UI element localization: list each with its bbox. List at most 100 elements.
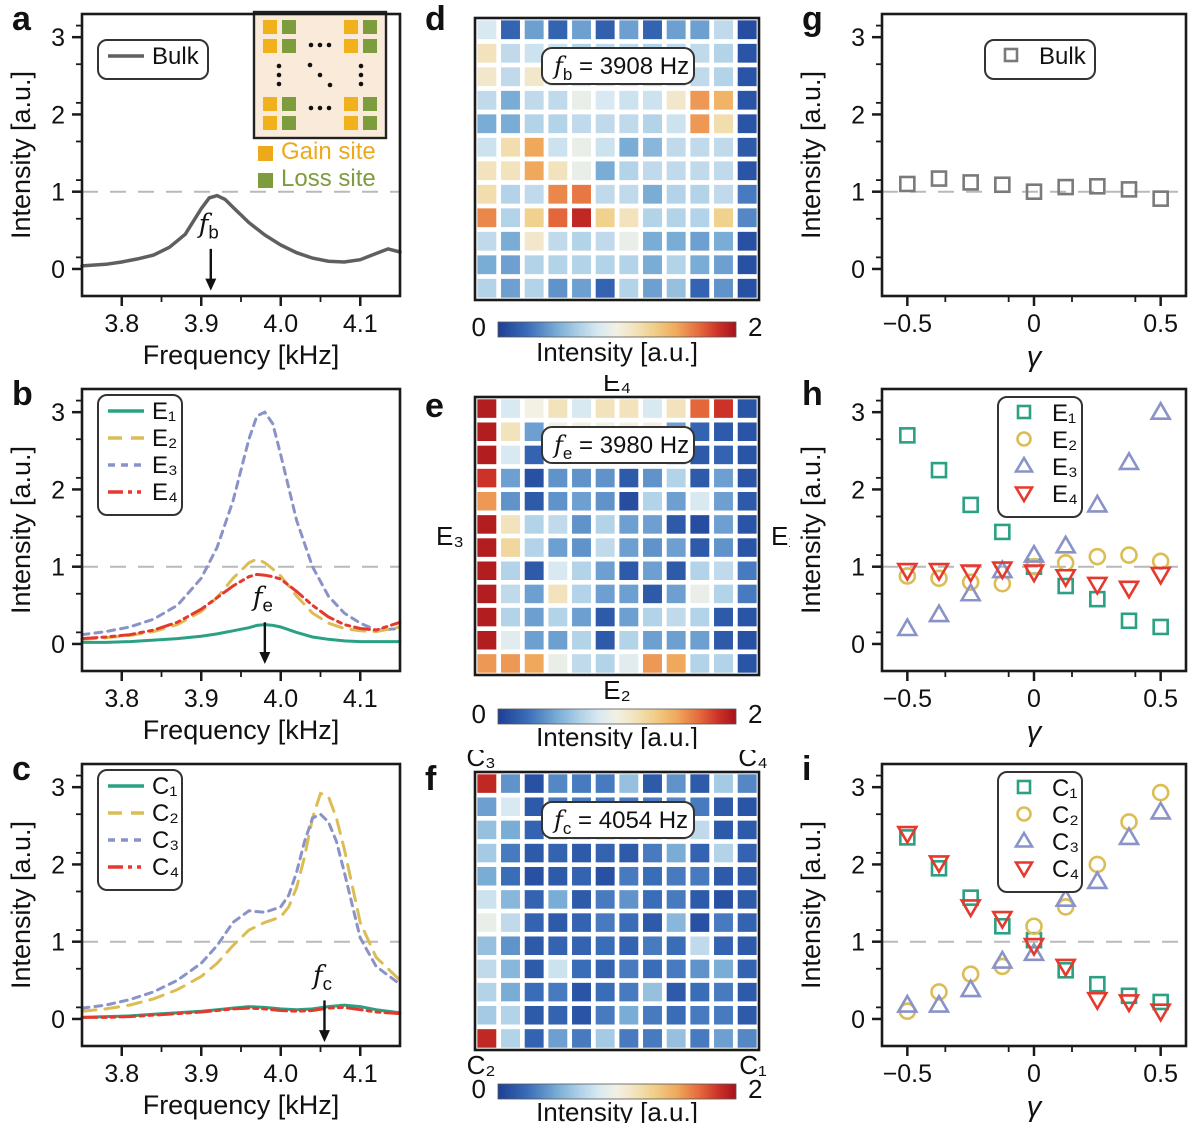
series-C2 [80, 791, 402, 1013]
svg-text:−0.5: −0.5 [883, 685, 932, 713]
panel-letter-d: d [425, 0, 446, 38]
series-group [80, 193, 402, 268]
svg-text:C₃: C₃ [152, 827, 179, 854]
svg-text:E₄: E₄ [152, 479, 178, 506]
svg-text:2: 2 [851, 851, 865, 879]
series-E1 [80, 623, 402, 644]
svg-text:3.8: 3.8 [104, 685, 139, 713]
x-axis-label: Frequency [kHz] [143, 715, 340, 745]
edge-labels: E₄ E₂ E₃ E₁ [436, 375, 790, 705]
colorbar: 0 2 Intensity [a.u.] [472, 312, 763, 367]
svg-text:1: 1 [51, 179, 65, 207]
svg-text:E₂: E₂ [1052, 427, 1077, 454]
svg-text:fe = 3980 Hz: fe = 3980 Hz [552, 431, 689, 463]
svg-text:0: 0 [1027, 1060, 1041, 1088]
axes: 3.8 3.9 4.0 4.1 0 1 2 3 Frequency [kHz] Intensity… [6, 774, 378, 1120]
y-axis-label: Intensity [a.u.] [796, 71, 826, 239]
svg-text:3: 3 [51, 399, 65, 427]
svg-text:3: 3 [51, 24, 65, 52]
panel-letter-e: e [425, 387, 444, 425]
y-axis-label: Intensity [a.u.] [796, 446, 826, 614]
svg-text:0.5: 0.5 [1143, 310, 1178, 338]
svg-text:E₄: E₄ [1052, 481, 1078, 508]
svg-text:0: 0 [472, 312, 486, 342]
x-axis-label: Frequency [kHz] [143, 340, 340, 370]
colorbar: 0 2 Intensity [a.u.] [472, 1074, 763, 1123]
x-axis-label: γ [1027, 716, 1043, 748]
axes: 3.8 3.9 4.0 4.1 0 1 2 3 Frequency [kHz] Intensity… [6, 399, 378, 745]
svg-text:0: 0 [472, 699, 486, 729]
svg-text:fc = 4054 Hz: fc = 4054 Hz [552, 806, 688, 838]
svg-text:0: 0 [472, 1074, 486, 1104]
y-axis-label: Intensity [a.u.] [796, 821, 826, 989]
svg-text:C₂: C₂ [467, 1050, 496, 1080]
series-C4 [80, 1005, 402, 1019]
svg-text:E₄: E₄ [603, 375, 631, 397]
series-group [899, 170, 1169, 207]
svg-text:0: 0 [51, 256, 65, 284]
panel-letter-c: c [12, 750, 31, 788]
svg-text:C₁: C₁ [1052, 775, 1077, 802]
panel-e: e fe = 3980 Hz E₄ E₂ E₃ E₁ 0 2 Intensity [a.u.] [420, 375, 790, 749]
svg-text:E₂: E₂ [152, 425, 177, 452]
annotation-fb: fb [197, 210, 219, 291]
plot-frame [80, 12, 402, 298]
svg-text:C₄: C₄ [1052, 856, 1079, 883]
svg-text:4.1: 4.1 [343, 1060, 378, 1088]
svg-text:2: 2 [51, 851, 65, 879]
svg-text:3: 3 [851, 399, 865, 427]
svg-text:2: 2 [748, 699, 762, 729]
svg-text:C₁: C₁ [152, 773, 177, 800]
svg-text:C₂: C₂ [152, 800, 179, 827]
svg-text:2: 2 [748, 1074, 762, 1104]
x-axis-label: γ [1027, 1091, 1043, 1123]
svg-text:2: 2 [851, 101, 865, 129]
series-C3 [896, 800, 1172, 1013]
frequency-label: fc = 4054 Hz [541, 801, 695, 839]
svg-text:Gain site: Gain site [281, 138, 376, 165]
svg-text:3.8: 3.8 [104, 1060, 139, 1088]
svg-text:0: 0 [51, 1006, 65, 1034]
svg-text:0: 0 [1027, 310, 1041, 338]
series-E4 [80, 572, 402, 641]
svg-text:E₁: E₁ [1052, 400, 1076, 427]
series-Bulk [80, 193, 402, 268]
colorbar-title: Intensity [a.u.] [536, 337, 698, 367]
series-group [896, 400, 1172, 637]
svg-text:E₃: E₃ [1052, 454, 1078, 481]
axes: 3.8 3.9 4.0 4.1 0 1 2 3 Frequency [kHz] Intensity… [6, 24, 378, 370]
svg-text:4.0: 4.0 [263, 1060, 298, 1088]
svg-text:0.5: 0.5 [1143, 1060, 1178, 1088]
svg-text:E₂: E₂ [603, 675, 630, 705]
panel-b: b 3.8 3.9 4.0 4.1 0 1 2 3 Frequency [kHz] Intensi… [0, 375, 420, 749]
svg-text:3.8: 3.8 [104, 310, 139, 338]
panel-a-chart: 3.8 3.9 4.0 4.1 0 1 2 3 Frequency [kHz] Intensity… [6, 10, 402, 370]
series-C3 [80, 812, 402, 1010]
panel-e-chart: fe = 3980 Hz E₄ E₂ E₃ E₁ 0 2 Intensity [a.u.] [436, 375, 790, 749]
heatmap-frame [473, 770, 761, 1052]
svg-text:3.9: 3.9 [184, 685, 219, 713]
svg-text:fe: fe [251, 582, 273, 615]
svg-text:0.5: 0.5 [1143, 685, 1178, 713]
axes: −0.5 0 0.5 0 1 2 3 γ Intensity [a.u.] [796, 399, 1178, 748]
svg-text:4.1: 4.1 [343, 310, 378, 338]
panel-g-chart: −0.5 0 0.5 0 1 2 3 γ Intensity [a.u.] Bulk [796, 12, 1188, 373]
svg-text:2: 2 [51, 476, 65, 504]
svg-text:Loss site: Loss site [281, 165, 376, 192]
svg-text:Bulk: Bulk [1039, 43, 1087, 70]
panel-c-chart: 3.8 3.9 4.0 4.1 0 1 2 3 Frequency [kHz] Intensity… [6, 762, 402, 1120]
colorbar-title: Intensity [a.u.] [536, 722, 698, 749]
panel-f-chart: fc = 4054 Hz C₃ C₄ C₂ C₁ 0 2 Intensity [a.u.] [466, 750, 767, 1123]
panel-letter-g: g [802, 0, 823, 38]
panel-c: c 3.8 3.9 4.0 4.1 0 1 2 3 Frequency [kHz] Intensi… [0, 750, 420, 1123]
series-group [80, 410, 402, 644]
y-axis-label: Intensity [a.u.] [6, 71, 36, 239]
plot-frame [880, 387, 1188, 673]
panel-f: f fc = 4054 Hz C₃ C₄ C₂ C₁ 0 2 Intensity [a.u.] [420, 750, 790, 1123]
svg-text:0: 0 [851, 1006, 865, 1034]
svg-text:1: 1 [51, 554, 65, 582]
